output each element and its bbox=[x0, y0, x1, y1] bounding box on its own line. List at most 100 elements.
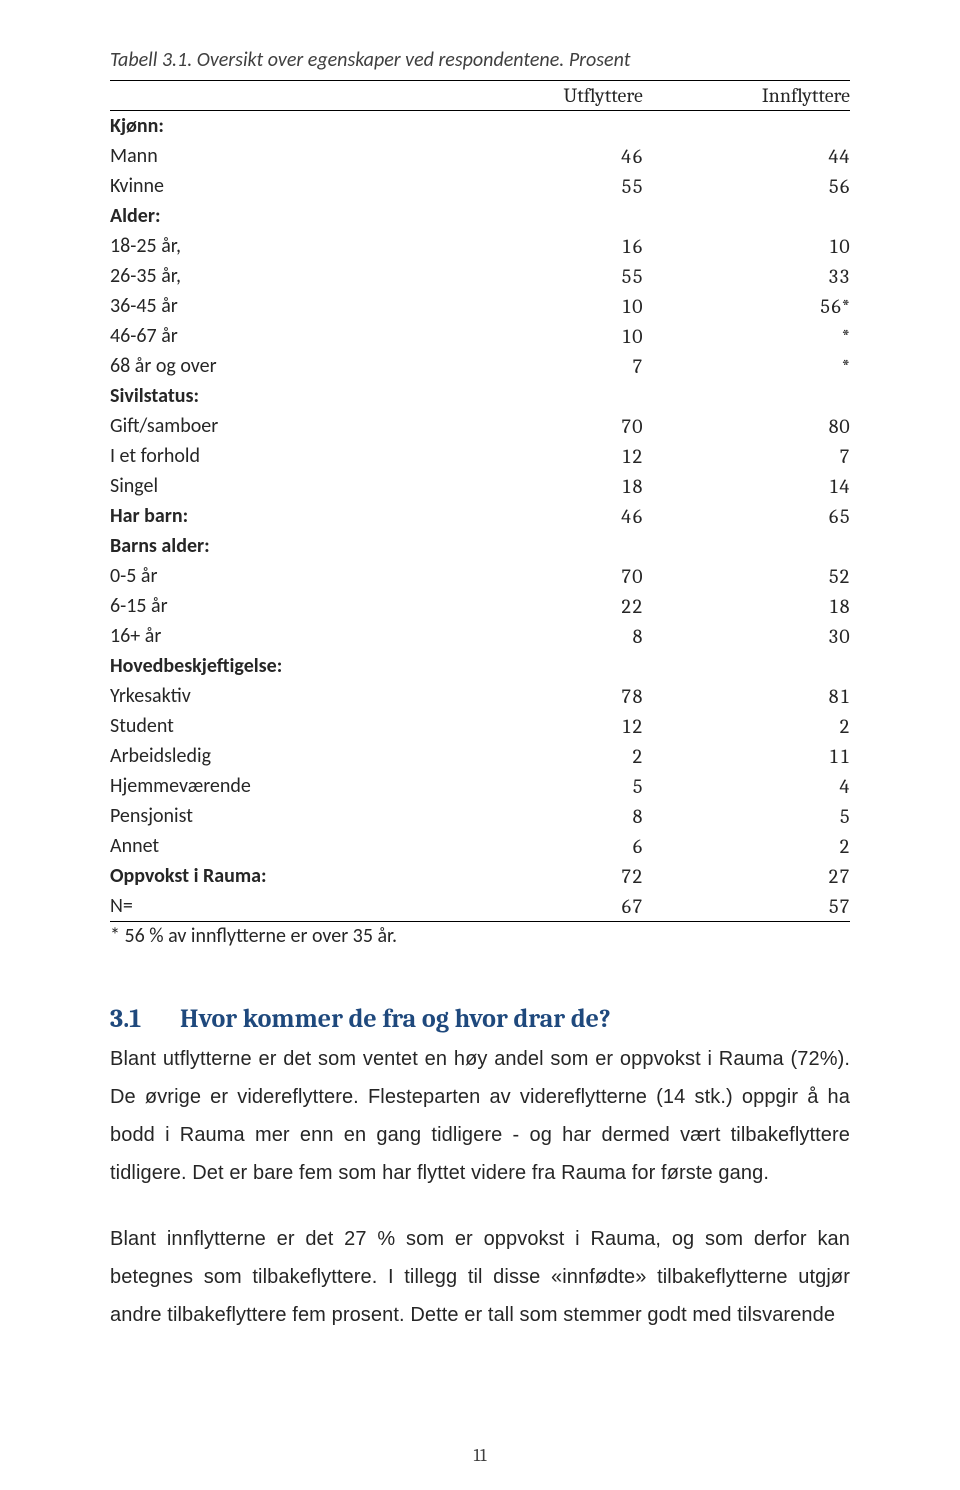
row-value-1 bbox=[436, 381, 643, 411]
table-row: Arbeidsledig211 bbox=[110, 741, 850, 771]
row-value-2: 33 bbox=[643, 261, 850, 291]
row-label: 6-15 år bbox=[110, 591, 436, 621]
table-row: Barns alder: bbox=[110, 531, 850, 561]
table-row: Yrkesaktiv7881 bbox=[110, 681, 850, 711]
row-value-1: 72 bbox=[436, 861, 643, 891]
row-value-1: 46 bbox=[436, 141, 643, 171]
table-row: Pensjonist85 bbox=[110, 801, 850, 831]
table-row: 18-25 år,1610 bbox=[110, 231, 850, 261]
row-label: Gift/samboer bbox=[110, 411, 436, 441]
table-row: 36-45 år1056* bbox=[110, 291, 850, 321]
row-label: 18-25 år, bbox=[110, 231, 436, 261]
row-value-2: 52 bbox=[643, 561, 850, 591]
row-value-2: 80 bbox=[643, 411, 850, 441]
row-value-1 bbox=[436, 651, 643, 681]
row-value-2: 14 bbox=[643, 471, 850, 501]
row-label: Student bbox=[110, 711, 436, 741]
heading-number: 3.1 bbox=[110, 1004, 180, 1034]
row-value-1 bbox=[436, 201, 643, 231]
row-value-2: 2 bbox=[643, 711, 850, 741]
row-value-1: 78 bbox=[436, 681, 643, 711]
table-header-row: Utflyttere Innflyttere bbox=[110, 81, 850, 111]
table-caption: Tabell 3.1. Oversikt over egenskaper ved… bbox=[110, 48, 850, 72]
row-label: Singel bbox=[110, 471, 436, 501]
table-row: Student122 bbox=[110, 711, 850, 741]
table-row: 46-67 år10* bbox=[110, 321, 850, 351]
header-col-1: Utflyttere bbox=[436, 81, 643, 111]
table-row: 0-5 år7052 bbox=[110, 561, 850, 591]
table-row: Annet62 bbox=[110, 831, 850, 861]
row-value-2: 56 bbox=[643, 171, 850, 201]
row-label: I et forhold bbox=[110, 441, 436, 471]
row-value-2: 44 bbox=[643, 141, 850, 171]
row-value-2: 57 bbox=[643, 891, 850, 922]
row-label: 68 år og over bbox=[110, 351, 436, 381]
row-label: Mann bbox=[110, 141, 436, 171]
table-row: Hovedbeskjeftigelse: bbox=[110, 651, 850, 681]
body-paragraph-2: Blant innflytterne er det 27 % som er op… bbox=[110, 1220, 850, 1334]
row-label: Alder: bbox=[110, 201, 436, 231]
row-value-1 bbox=[436, 111, 643, 142]
row-value-2: 11 bbox=[643, 741, 850, 771]
row-value-2 bbox=[643, 651, 850, 681]
row-value-1: 70 bbox=[436, 411, 643, 441]
row-value-1: 6 bbox=[436, 831, 643, 861]
row-value-2: * bbox=[643, 321, 850, 351]
row-label: Yrkesaktiv bbox=[110, 681, 436, 711]
table-row: Alder: bbox=[110, 201, 850, 231]
row-value-1 bbox=[436, 531, 643, 561]
row-value-2: 65 bbox=[643, 501, 850, 531]
row-label: Arbeidsledig bbox=[110, 741, 436, 771]
row-value-1: 18 bbox=[436, 471, 643, 501]
row-value-2 bbox=[643, 111, 850, 142]
table-row: 26-35 år,5533 bbox=[110, 261, 850, 291]
header-col-2: Innflyttere bbox=[643, 81, 850, 111]
row-label: Sivilstatus: bbox=[110, 381, 436, 411]
row-label: Kjønn: bbox=[110, 111, 436, 142]
table-row: Kjønn: bbox=[110, 111, 850, 142]
header-blank bbox=[110, 81, 436, 111]
row-label: N= bbox=[110, 891, 436, 922]
row-label: Hovedbeskjeftigelse: bbox=[110, 651, 436, 681]
row-value-1: 70 bbox=[436, 561, 643, 591]
row-value-2: 10 bbox=[643, 231, 850, 261]
table-row: Mann4644 bbox=[110, 141, 850, 171]
row-value-2: 18 bbox=[643, 591, 850, 621]
row-value-2: 81 bbox=[643, 681, 850, 711]
row-value-1: 16 bbox=[436, 231, 643, 261]
row-label: Hjemmeværende bbox=[110, 771, 436, 801]
row-label: 16+ år bbox=[110, 621, 436, 651]
table-row: Kvinne5556 bbox=[110, 171, 850, 201]
row-value-1: 12 bbox=[436, 441, 643, 471]
table-row: Sivilstatus: bbox=[110, 381, 850, 411]
body-paragraph-1: Blant utflytterne er det som ventet en h… bbox=[110, 1040, 850, 1192]
row-label: Har barn: bbox=[110, 501, 436, 531]
row-label: Annet bbox=[110, 831, 436, 861]
row-value-2: 2 bbox=[643, 831, 850, 861]
row-value-1: 10 bbox=[436, 291, 643, 321]
row-label: 36-45 år bbox=[110, 291, 436, 321]
row-label: 26-35 år, bbox=[110, 261, 436, 291]
row-value-1: 12 bbox=[436, 711, 643, 741]
row-value-1: 10 bbox=[436, 321, 643, 351]
table-row: Har barn:4665 bbox=[110, 501, 850, 531]
row-value-2 bbox=[643, 531, 850, 561]
row-label: Kvinne bbox=[110, 171, 436, 201]
row-value-1: 55 bbox=[436, 171, 643, 201]
table-row: 6-15 år2218 bbox=[110, 591, 850, 621]
row-value-2: 56* bbox=[643, 291, 850, 321]
table-row: N=6757 bbox=[110, 891, 850, 922]
row-value-2: * bbox=[643, 351, 850, 381]
table-row: I et forhold127 bbox=[110, 441, 850, 471]
row-label: 46-67 år bbox=[110, 321, 436, 351]
row-value-1: 5 bbox=[436, 771, 643, 801]
row-value-2: 7 bbox=[643, 441, 850, 471]
row-value-1: 7 bbox=[436, 351, 643, 381]
page-number: 11 bbox=[0, 1445, 960, 1466]
table-row: Oppvokst i Rauma:7227 bbox=[110, 861, 850, 891]
row-label: 0-5 år bbox=[110, 561, 436, 591]
section-heading: 3.1Hvor kommer de fra og hvor drar de? bbox=[110, 1004, 850, 1034]
table-row: Hjemmeværende54 bbox=[110, 771, 850, 801]
table-row: 68 år og over7* bbox=[110, 351, 850, 381]
row-value-2 bbox=[643, 381, 850, 411]
